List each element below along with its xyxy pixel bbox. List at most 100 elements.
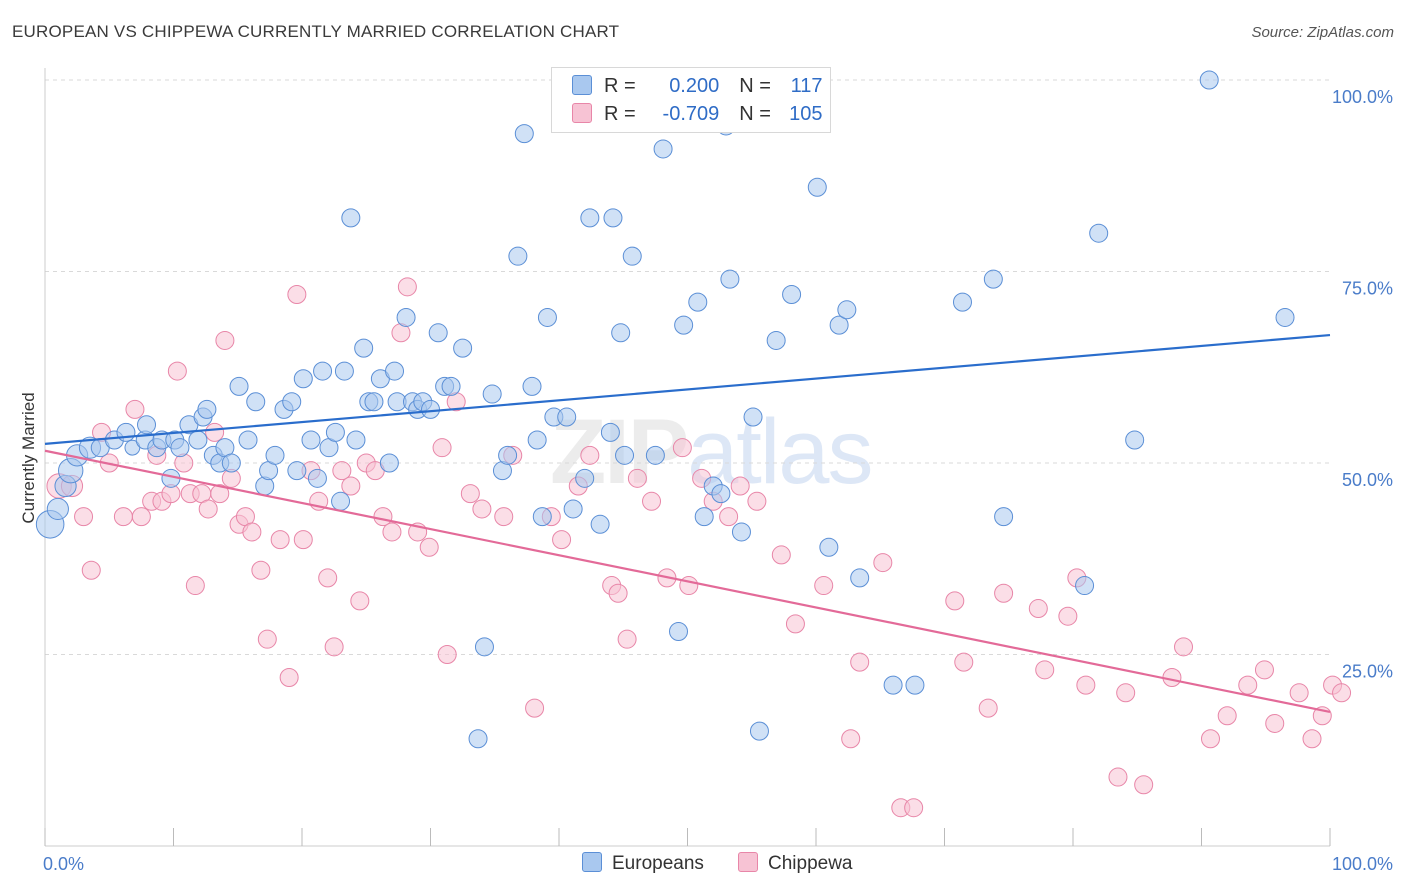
- europeans-point: [188, 430, 208, 450]
- europeans-point: [522, 376, 542, 396]
- europeans-point: [611, 323, 631, 343]
- chippewa-point: [494, 507, 514, 527]
- chippewa-point: [1289, 683, 1309, 703]
- europeans-point: [346, 430, 366, 450]
- europeans-point: [600, 422, 620, 442]
- chippewa-point: [1134, 775, 1154, 795]
- chippewa-point: [771, 545, 791, 565]
- europeans-point: [474, 637, 494, 657]
- x-tick-label: 0.0%: [43, 854, 84, 874]
- legend: R = 0.200 N = 117 R = -0.709 N = 105: [551, 67, 831, 133]
- europeans-point: [325, 422, 345, 442]
- chippewa-points: [46, 277, 1352, 818]
- europeans-point: [170, 438, 190, 458]
- chippewa-point: [341, 476, 361, 496]
- chippewa-point: [580, 445, 600, 465]
- chippewa-point: [460, 484, 480, 504]
- europeans-point: [229, 376, 249, 396]
- chippewa-point: [1265, 713, 1285, 733]
- europeans-point: [453, 338, 473, 358]
- europeans-point: [557, 407, 577, 427]
- chippewa-point: [994, 583, 1014, 603]
- chippewa-point: [1076, 675, 1096, 695]
- bottom-legend-label-chippewa: Chippewa: [768, 853, 853, 874]
- chippewa-point: [672, 438, 692, 458]
- europeans-point: [711, 484, 731, 504]
- chippewa-point: [747, 491, 767, 511]
- europeans-point: [819, 537, 839, 557]
- europeans-point: [265, 445, 285, 465]
- y-tick-label: 50.0%: [1342, 470, 1393, 490]
- europeans-point: [1089, 223, 1109, 243]
- europeans-point: [246, 392, 266, 412]
- europeans-point: [645, 445, 665, 465]
- chippewa-point: [1217, 706, 1237, 726]
- chippewa-point: [730, 476, 750, 496]
- y-axis-label: Currently Married: [19, 392, 38, 523]
- europeans-point: [1125, 430, 1145, 450]
- europeans-point: [674, 315, 694, 335]
- chippewa-point: [1238, 675, 1258, 695]
- legend-swatch-chippewa: [572, 103, 592, 123]
- europeans-point: [743, 407, 763, 427]
- chippewa-point: [432, 438, 452, 458]
- bottom-legend-label-europeans: Europeans: [612, 853, 704, 874]
- europeans-point: [313, 361, 333, 381]
- axes: [44, 68, 1331, 847]
- bottom-legend-swatch-chippewa: [738, 852, 758, 872]
- europeans-point: [766, 330, 786, 350]
- europeans-point: [615, 445, 635, 465]
- source-label: Source: ZipAtlas.com: [1251, 24, 1394, 41]
- chippewa-point: [1302, 729, 1322, 749]
- chippewa-point: [74, 507, 94, 527]
- chippewa-point: [642, 491, 662, 511]
- chippewa-point: [841, 729, 861, 749]
- chippewa-point: [324, 637, 344, 657]
- chippewa-point: [785, 614, 805, 634]
- chippewa-point: [814, 576, 834, 596]
- europeans-point: [508, 246, 528, 266]
- y-tick-label: 100.0%: [1332, 87, 1393, 107]
- europeans-point: [580, 208, 600, 228]
- chippewa-point: [242, 522, 262, 542]
- chippewa-point: [397, 277, 417, 297]
- europeans-point: [385, 361, 405, 381]
- europeans-point: [590, 514, 610, 534]
- chippewa-point: [1058, 606, 1078, 626]
- chippewa-point: [945, 591, 965, 611]
- europeans-point: [441, 376, 461, 396]
- chippewa-point: [131, 507, 151, 527]
- chippewa-point: [873, 553, 893, 573]
- europeans-point: [428, 323, 448, 343]
- europeans-point: [669, 622, 689, 642]
- chippewa-point: [978, 698, 998, 718]
- chippewa-point: [113, 507, 133, 527]
- legend-row-chippewa: R = -0.709 N = 105: [572, 103, 823, 127]
- europeans-point: [749, 721, 769, 741]
- europeans-point: [1199, 70, 1219, 90]
- chippewa-point: [270, 530, 290, 550]
- legend-swatch-europeans: [572, 75, 592, 95]
- europeans-point: [482, 384, 502, 404]
- chippewa-point: [608, 583, 628, 603]
- europeans-point: [334, 361, 354, 381]
- chippewa-point: [125, 399, 145, 419]
- europeans-point: [468, 729, 488, 749]
- europeans-point: [293, 369, 313, 389]
- chippewa-point: [904, 798, 924, 818]
- chippewa-point: [437, 645, 457, 664]
- legend-n-value: 117: [790, 75, 823, 97]
- europeans-point: [694, 507, 714, 527]
- europeans-point: [354, 338, 374, 358]
- chippewa-point: [81, 560, 101, 580]
- chippewa-point: [210, 484, 230, 504]
- chippewa-point: [251, 560, 271, 580]
- chippewa-point: [167, 361, 187, 381]
- europeans-point: [379, 453, 399, 473]
- europeans-point: [282, 392, 302, 412]
- europeans-point: [575, 468, 595, 488]
- legend-r-value: 0.200: [669, 75, 720, 97]
- europeans-points: [35, 70, 1295, 749]
- y-tick-label: 25.0%: [1342, 662, 1393, 682]
